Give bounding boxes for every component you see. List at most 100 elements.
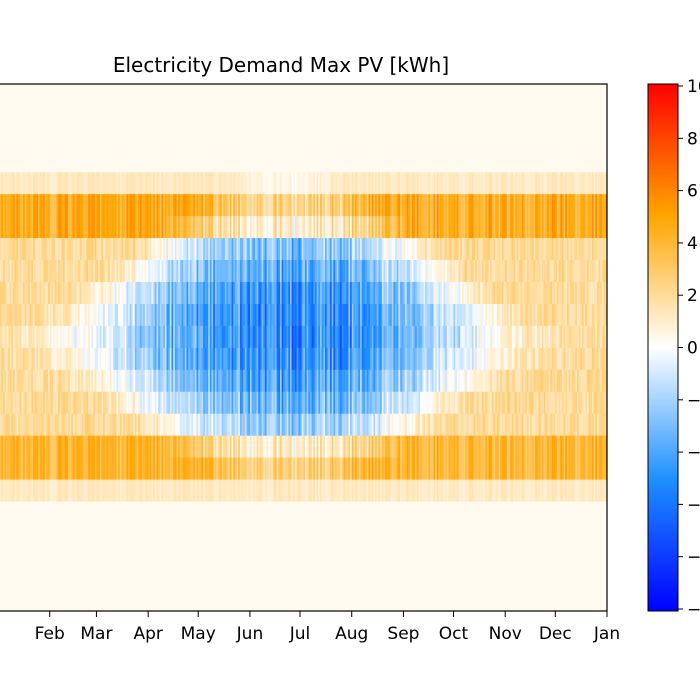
heatmap-cell	[43, 259, 46, 282]
heatmap-cell	[233, 567, 236, 590]
heatmap-cell	[214, 259, 217, 282]
heatmap-cell	[288, 413, 291, 436]
heatmap-cell	[286, 193, 289, 217]
heatmap-cell	[6, 479, 9, 502]
heatmap-cell	[340, 127, 343, 151]
heatmap-cell	[241, 479, 244, 502]
heatmap-cell	[196, 149, 199, 173]
heatmap-cell	[228, 303, 231, 326]
heatmap-cell	[119, 84, 122, 107]
heatmap-cell	[261, 149, 264, 173]
heatmap-cell	[24, 149, 27, 173]
heatmap-cell	[111, 171, 114, 195]
heatmap-cell	[199, 259, 202, 282]
heatmap-cell	[146, 193, 149, 217]
heatmap-cell	[33, 369, 36, 392]
heatmap-cell	[229, 259, 232, 282]
heatmap-cell	[313, 501, 316, 524]
heatmap-cell	[328, 523, 331, 546]
heatmap-cell	[318, 369, 321, 392]
heatmap-cell	[315, 369, 318, 392]
heatmap-cell	[321, 391, 324, 414]
heatmap-cell	[303, 237, 306, 261]
heatmap-cell	[224, 347, 227, 370]
heatmap-cell	[218, 127, 221, 151]
heatmap-cell	[14, 281, 17, 304]
heatmap-cell	[216, 84, 219, 107]
heatmap-cell	[63, 523, 66, 546]
heatmap-cell	[193, 435, 196, 458]
heatmap-cell	[103, 589, 106, 612]
heatmap-cell	[236, 105, 239, 129]
heatmap-cell	[261, 523, 264, 546]
heatmap-cell	[254, 457, 257, 480]
heatmap-cell	[63, 567, 66, 590]
heatmap-cell	[313, 105, 316, 129]
heatmap-cell	[214, 193, 217, 217]
heatmap-cell	[311, 127, 314, 151]
heatmap-cell	[191, 413, 194, 436]
heatmap-cell	[0, 171, 2, 195]
heatmap-cell	[109, 567, 112, 590]
heatmap-cell	[315, 589, 318, 612]
heatmap-cell	[176, 589, 179, 612]
heatmap-cell	[178, 259, 181, 282]
heatmap-cell	[281, 589, 284, 612]
heatmap-cell	[325, 325, 328, 348]
heatmap-cell	[176, 391, 179, 414]
heatmap-cell	[236, 567, 239, 590]
heatmap-cell	[331, 347, 334, 370]
heatmap-cell	[158, 589, 161, 612]
heatmap-cell	[208, 237, 211, 261]
heatmap-cell	[74, 193, 77, 217]
heatmap-cell	[4, 193, 7, 217]
heatmap-cell	[99, 501, 102, 524]
heatmap-cell	[19, 347, 22, 370]
heatmap-cell	[211, 523, 214, 546]
heatmap-cell	[286, 149, 289, 173]
heatmap-cell	[264, 413, 267, 436]
heatmap-cell	[178, 281, 181, 304]
heatmap-cell	[113, 171, 116, 195]
heatmap-cell	[268, 589, 271, 612]
heatmap-cell	[76, 589, 79, 612]
heatmap-cell	[108, 435, 111, 458]
heatmap-cell	[278, 105, 281, 129]
heatmap-cell	[308, 413, 311, 436]
heatmap-cell	[104, 589, 107, 612]
heatmap-cell	[189, 259, 192, 282]
heatmap-cell	[341, 237, 344, 261]
heatmap-cell	[18, 369, 21, 392]
heatmap-cell	[266, 303, 269, 326]
heatmap-cell	[56, 567, 59, 590]
heatmap-cell	[228, 589, 231, 612]
heatmap-cell	[181, 171, 184, 195]
heatmap-cell	[300, 435, 303, 458]
heatmap-cell	[254, 523, 257, 546]
heatmap-cell	[124, 303, 127, 326]
heatmap-cell	[39, 347, 42, 370]
heatmap-cell	[44, 281, 47, 304]
heatmap-cell	[88, 413, 91, 436]
heatmap-cell	[263, 567, 266, 590]
heatmap-cell	[338, 567, 341, 590]
heatmap-cell	[331, 105, 334, 129]
heatmap-cell	[218, 589, 221, 612]
heatmap-cell	[124, 369, 127, 392]
heatmap-cell	[194, 193, 197, 217]
heatmap-cell	[196, 589, 199, 612]
heatmap-cell	[308, 479, 311, 502]
heatmap-cell	[234, 457, 237, 480]
heatmap-cell	[330, 84, 333, 107]
heatmap-cell	[76, 259, 79, 282]
heatmap-cell	[129, 589, 132, 612]
heatmap-cell	[256, 171, 259, 195]
heatmap-cell	[279, 589, 282, 612]
heatmap-cell	[79, 303, 82, 326]
heatmap-cell	[254, 303, 257, 326]
heatmap-cell	[26, 523, 29, 546]
heatmap-cell	[188, 369, 191, 392]
heatmap-cell	[218, 457, 221, 480]
heatmap-cell	[303, 347, 306, 370]
heatmap-cell	[28, 237, 31, 261]
